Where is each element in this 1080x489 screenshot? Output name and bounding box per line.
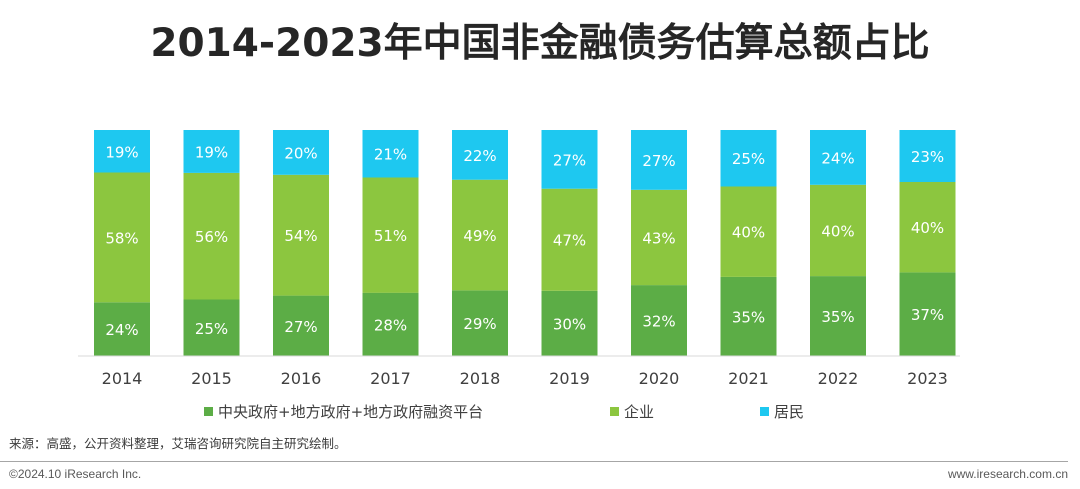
data-label: 24%: [105, 321, 138, 339]
bar-segment-enterprise-2017: [362, 177, 419, 293]
legend-label: 中央政府+地方政府+地方政府融资平台: [218, 403, 483, 421]
data-label: 27%: [642, 152, 675, 170]
copyright: ©2024.10 iResearch Inc.: [9, 467, 142, 481]
bar-segment-resident-2019: [541, 130, 598, 189]
bar-segment-government-2018: [452, 290, 508, 356]
legend-label: 居民: [774, 403, 804, 421]
data-label: 23%: [911, 148, 944, 166]
bar-segment-enterprise-2021: [720, 186, 777, 277]
bar-segment-resident-2023: [899, 130, 956, 182]
data-label: 35%: [732, 308, 765, 326]
footer-divider: [0, 461, 1068, 462]
bar-segment-government-2022: [810, 276, 866, 356]
bar-segment-resident-2022: [810, 130, 866, 185]
bar-segment-enterprise-2015: [183, 172, 240, 300]
bar-segment-government-2017: [362, 292, 419, 356]
data-label: 32%: [642, 313, 675, 331]
data-label: 40%: [821, 222, 854, 240]
x-tick-label: 2016: [281, 369, 322, 388]
x-tick-label: 2015: [191, 369, 232, 388]
data-label: 51%: [374, 227, 407, 245]
bar-segment-resident-2020: [631, 130, 687, 190]
bar-segment-enterprise-2018: [452, 179, 508, 291]
data-label: 27%: [284, 318, 317, 336]
bar-segment-enterprise-2020: [631, 189, 687, 286]
x-tick-label: 2021: [728, 369, 769, 388]
data-label: 56%: [195, 228, 228, 246]
bar-segment-government-2020: [631, 285, 687, 356]
bar-segment-enterprise-2016: [273, 174, 329, 296]
bar-segment-government-2016: [273, 295, 329, 356]
bar-segment-government-2021: [720, 276, 777, 356]
data-label: 37%: [911, 306, 944, 324]
data-label: 19%: [195, 144, 228, 162]
legend-swatch: [760, 407, 769, 416]
bar-segment-government-2014: [94, 302, 150, 356]
bar-segment-resident-2014: [94, 130, 150, 173]
data-label: 58%: [105, 229, 138, 247]
bar-segment-resident-2016: [273, 130, 329, 175]
data-label: 24%: [821, 149, 854, 167]
x-tick-label: 2014: [102, 369, 143, 388]
bar-segment-government-2023: [899, 272, 956, 356]
x-tick-label: 2022: [818, 369, 859, 388]
data-label: 47%: [553, 232, 586, 250]
data-label: 22%: [463, 147, 496, 165]
data-label: 20%: [284, 144, 317, 162]
legend-swatch: [610, 407, 619, 416]
x-tick-label: 2019: [549, 369, 590, 388]
bar-segment-enterprise-2019: [541, 188, 598, 291]
data-label: 54%: [284, 227, 317, 245]
website-url: www.iresearch.com.cn: [947, 467, 1068, 481]
data-label: 25%: [732, 150, 765, 168]
x-tick-label: 2017: [370, 369, 411, 388]
data-label: 27%: [553, 151, 586, 169]
bar-segment-resident-2015: [183, 130, 240, 173]
data-label: 43%: [642, 230, 675, 248]
bar-segment-government-2019: [541, 290, 598, 356]
bar-segment-resident-2021: [720, 130, 777, 187]
source-note: 来源：高盛，公开资料整理，艾瑞咨询研究院自主研究绘制。: [9, 436, 347, 451]
bar-segment-government-2015: [183, 299, 240, 356]
bar-segment-enterprise-2022: [810, 184, 866, 277]
data-label: 40%: [911, 219, 944, 237]
stacked-bar-chart: 24% 58% 19% 25% 56% 19% 27% 54% 20% 28% 51% 21% 29% 4…: [78, 130, 960, 421]
x-tick-label: 2020: [639, 369, 680, 388]
data-label: 19%: [105, 143, 138, 161]
data-label: 28%: [374, 316, 407, 334]
bar-segment-enterprise-2023: [899, 182, 956, 273]
data-label: 49%: [463, 227, 496, 245]
data-label: 21%: [374, 146, 407, 164]
legend-label: 企业: [624, 403, 654, 421]
data-label: 35%: [821, 308, 854, 326]
bar-segment-resident-2018: [452, 130, 508, 180]
bar-segment-enterprise-2014: [94, 172, 150, 303]
bar-segment-resident-2017: [362, 130, 419, 178]
x-tick-label: 2023: [907, 369, 948, 388]
data-label: 40%: [732, 224, 765, 242]
x-tick-label: 2018: [460, 369, 501, 388]
legend-swatch: [204, 407, 213, 416]
chart-title: 2014-2023年中国非金融债务估算总额占比: [150, 21, 930, 66]
data-label: 25%: [195, 320, 228, 338]
data-label: 30%: [553, 315, 586, 333]
data-label: 29%: [463, 315, 496, 333]
